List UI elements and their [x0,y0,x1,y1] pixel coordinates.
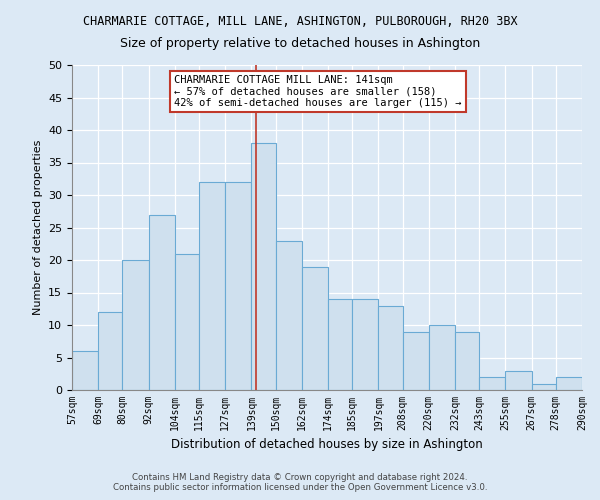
Text: CHARMARIE COTTAGE MILL LANE: 141sqm
← 57% of detached houses are smaller (158)
4: CHARMARIE COTTAGE MILL LANE: 141sqm ← 57… [174,74,461,108]
Bar [302,266,328,390]
Bar [98,312,122,390]
Bar [403,332,429,390]
Bar [532,384,556,390]
Bar [429,325,455,390]
Bar [455,332,479,390]
Bar [379,306,403,390]
Text: CHARMARIE COTTAGE, MILL LANE, ASHINGTON, PULBOROUGH, RH20 3BX: CHARMARIE COTTAGE, MILL LANE, ASHINGTON,… [83,15,517,28]
Bar [479,377,505,390]
Bar [505,370,532,390]
Bar [199,182,225,390]
Bar [251,143,275,390]
Text: Contains HM Land Registry data © Crown copyright and database right 2024.
Contai: Contains HM Land Registry data © Crown c… [113,473,487,492]
Bar [556,377,582,390]
Text: Size of property relative to detached houses in Ashington: Size of property relative to detached ho… [120,38,480,51]
Bar [352,299,379,390]
X-axis label: Distribution of detached houses by size in Ashington: Distribution of detached houses by size … [171,438,483,452]
Bar [275,240,302,390]
Bar [225,182,251,390]
Bar [72,351,98,390]
Y-axis label: Number of detached properties: Number of detached properties [32,140,43,315]
Bar [149,214,175,390]
Bar [175,254,199,390]
Bar [328,299,352,390]
Bar [122,260,149,390]
